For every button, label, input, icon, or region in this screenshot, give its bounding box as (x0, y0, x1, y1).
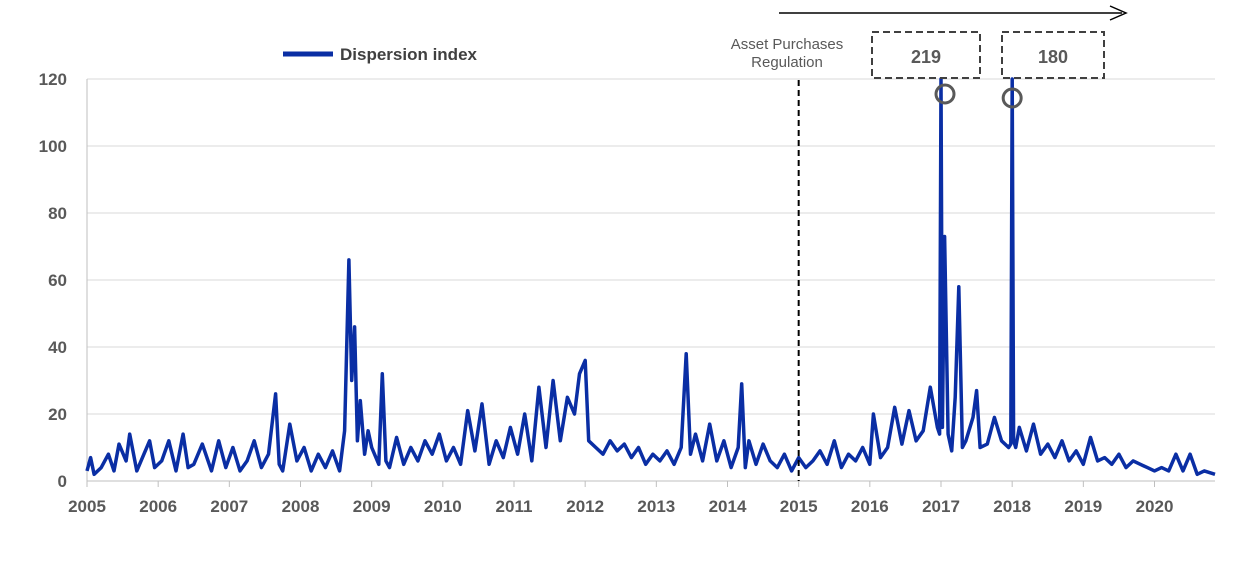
callout-value: 180 (1038, 47, 1068, 67)
plot-area (85, 77, 1216, 477)
x-tick-label: 2013 (637, 497, 675, 516)
y-tick-label: 40 (48, 338, 67, 357)
x-tick-label: 2007 (210, 497, 248, 516)
peak-marker (934, 83, 956, 105)
legend: Dispersion index (283, 45, 478, 64)
callout-value: 219 (911, 47, 941, 67)
arrow-head (1109, 5, 1128, 21)
x-tick-label: 2019 (1064, 497, 1102, 516)
y-tick-label: 80 (48, 204, 67, 223)
x-tick-label: 2018 (993, 497, 1031, 516)
x-tick-label: 2012 (566, 497, 604, 516)
regulation-label: Regulation (751, 54, 823, 71)
y-tick-label: 60 (48, 271, 67, 290)
legend-label: Dispersion index (340, 45, 478, 64)
x-tick-label: 2006 (139, 497, 177, 516)
x-tick-label: 2010 (424, 497, 462, 516)
y-tick-label: 100 (39, 137, 67, 156)
x-tick-label: 2017 (922, 497, 960, 516)
gridlines (87, 78, 1215, 482)
x-tick-label: 2008 (282, 497, 320, 516)
y-tick-label: 120 (39, 70, 67, 89)
x-tick-label: 2011 (496, 497, 533, 516)
y-tick-label: 0 (58, 472, 67, 491)
x-tick-label: 2009 (353, 497, 391, 516)
x-tick-label: 2014 (709, 497, 747, 516)
x-tick-label: 2005 (68, 497, 106, 516)
series-line (85, 77, 1216, 477)
x-tick-label: 2015 (780, 497, 818, 516)
x-tick-label: 2016 (851, 497, 889, 516)
y-axis: 0 20 40 60 80 100 120 (39, 70, 67, 491)
y-tick-label: 20 (48, 405, 67, 424)
x-tick-label: 2020 (1136, 497, 1174, 516)
regulation-label: Asset Purchases (731, 36, 844, 53)
peak-marker (1001, 87, 1023, 109)
callout-box (1001, 31, 1105, 79)
x-axis: 2005 2006 2007 2008 2009 2010 2011 2012 2013 2014… (68, 79, 1215, 516)
